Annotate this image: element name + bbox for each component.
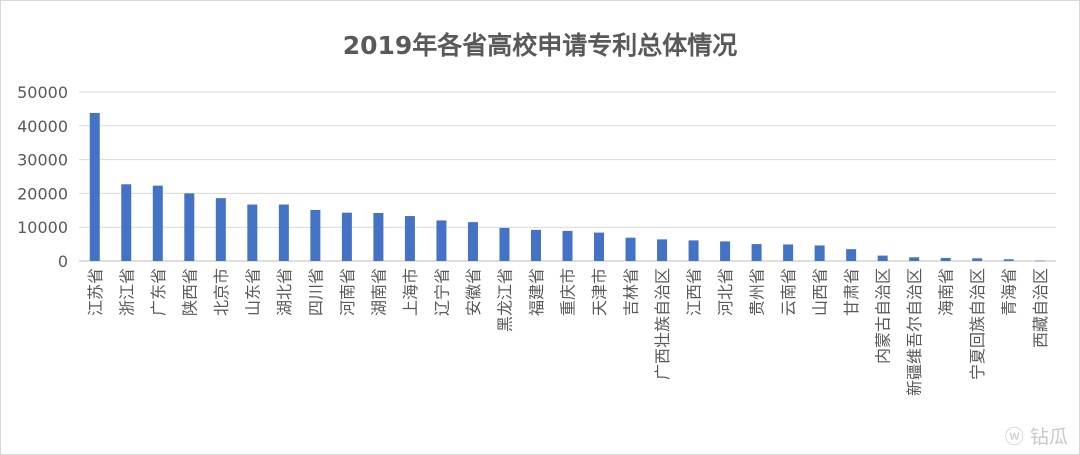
- x-tick-label: 河南省: [338, 268, 357, 316]
- bar: [499, 227, 510, 261]
- bar: [341, 212, 352, 261]
- bar: [877, 255, 888, 261]
- y-tick-label: 20000: [17, 184, 68, 203]
- bar: [404, 216, 415, 261]
- weibo-icon: ⓦ: [1004, 426, 1024, 448]
- x-tick-label: 广东省: [149, 268, 168, 316]
- bar: [184, 193, 195, 261]
- x-tick-label: 宁夏回族自治区: [968, 268, 987, 380]
- x-tick-label: 云南省: [779, 268, 798, 316]
- y-tick-label: 40000: [17, 117, 68, 136]
- x-tick-label: 海南省: [937, 268, 956, 316]
- bar: [1003, 259, 1014, 261]
- x-tick-label: 江西省: [685, 268, 704, 316]
- watermark-text: 钻瓜: [1029, 426, 1068, 448]
- x-tick-label: 江苏省: [86, 268, 105, 316]
- bar: [657, 239, 668, 261]
- gridlines: [79, 91, 1056, 262]
- x-tick-label: 陕西省: [180, 268, 199, 316]
- bar: [310, 209, 321, 261]
- bar: [152, 185, 163, 261]
- bar: [720, 241, 731, 261]
- bar: [688, 240, 699, 261]
- x-tick-label: 新疆维吾尔自治区: [905, 268, 924, 396]
- bar: [1035, 260, 1046, 262]
- bar: [846, 249, 857, 261]
- bar: [751, 244, 762, 261]
- bars: [89, 112, 1046, 262]
- bar: [814, 245, 825, 261]
- x-axis-ticks: 江苏省 浙江省 广东省 陕西省 北京市 山东省 湖北省 四川省 河南省 湖南省 上海市 辽宁省 安徽省黑…: [86, 268, 1050, 396]
- x-tick-label: 安徽省: [464, 268, 483, 316]
- x-tick-label: 重庆市: [559, 268, 578, 316]
- x-tick-label: 四川省: [306, 268, 325, 316]
- bar: [467, 222, 478, 261]
- bar: [594, 232, 605, 261]
- bar: [89, 112, 100, 262]
- chart-title: 2019年各省高校申请专利总体情况: [342, 31, 738, 60]
- y-tick-label: 50000: [17, 83, 68, 102]
- bar: [940, 257, 951, 261]
- bar: [562, 230, 573, 261]
- x-tick-label: 山西省: [811, 268, 830, 316]
- x-tick-label: 青海省: [1000, 268, 1019, 316]
- y-axis-ticks: 0 10000 20000 30000 40000 50000: [17, 83, 68, 271]
- x-tick-label: 上海市: [401, 268, 420, 316]
- bar: [625, 237, 636, 261]
- y-tick-label: 0: [58, 252, 68, 271]
- x-tick-label: 甘肃省: [842, 268, 861, 316]
- x-tick-label: 西藏自治区: [1031, 268, 1050, 348]
- x-tick-label: 湖南省: [369, 268, 388, 316]
- bar: [530, 229, 541, 261]
- bar: [278, 204, 289, 261]
- x-tick-label: 河北省: [716, 268, 735, 316]
- x-tick-label: 辽宁省: [432, 268, 451, 316]
- y-tick-label: 10000: [17, 218, 68, 237]
- bar: [783, 244, 794, 261]
- x-tick-label: 北京市: [212, 268, 231, 316]
- bar: [215, 198, 226, 261]
- x-tick-label: 浙江省: [117, 268, 136, 316]
- bar: [909, 257, 920, 261]
- x-tick-label: 贵州省: [748, 268, 767, 316]
- x-tick-label: 湖北省: [275, 268, 294, 316]
- bar: [972, 258, 983, 261]
- x-tick-label: 天津市: [590, 268, 609, 316]
- x-tick-label: 山东省: [243, 268, 262, 316]
- x-tick-label: 广西壮族自治区: [653, 268, 672, 380]
- x-tick-label: 福建省: [527, 268, 546, 316]
- watermark: ⓦ 钻瓜: [1005, 422, 1068, 449]
- bar: [247, 204, 258, 261]
- bar: [436, 220, 447, 261]
- bar: [121, 184, 132, 261]
- bar: [373, 213, 384, 261]
- x-tick-label: 内蒙古自治区: [874, 268, 893, 364]
- x-tick-label: 吉林省: [622, 268, 641, 316]
- y-tick-label: 30000: [17, 151, 68, 170]
- x-tick-label: 黑龙江省: [495, 268, 514, 332]
